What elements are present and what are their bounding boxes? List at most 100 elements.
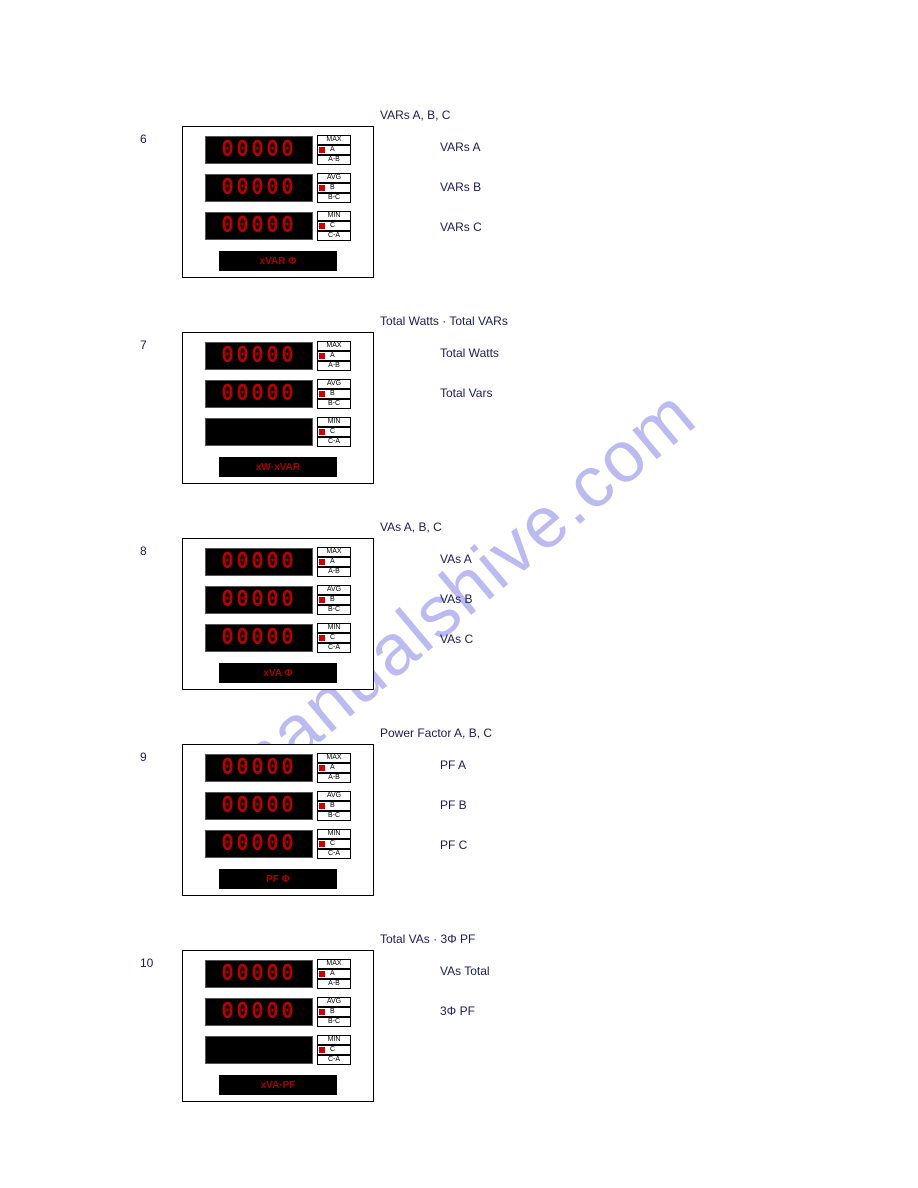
tag-label: AVG [317,173,351,183]
tag-label: AVG [317,997,351,1007]
row-description: VAs Total [440,964,490,978]
tag-label: A-B [317,155,351,165]
row-description: VARs B [440,180,481,194]
meter-panel: 00000MAXAA-B00000AVGBB-C00000MINCC-AxVA … [182,538,374,690]
digit-display: 00000 [205,342,313,370]
digit-display: 00000 [205,830,313,858]
indicator-icon [319,841,325,847]
tag-column: MINCC-A [317,417,351,447]
tag-label: B [317,389,351,399]
tag-label: B-C [317,193,351,203]
tag-label: C-A [317,849,351,859]
row-description: 3Φ PF [440,1004,475,1018]
digit-display [205,1036,313,1064]
section: Power Factor A, B, C9PF APF BPF C00000MA… [140,726,780,932]
indicator-icon [319,1047,325,1053]
unit-label: PF Φ [266,874,290,885]
section: VAs A, B, C8VAs AVAs BVAs C00000MAXAA-B0… [140,520,780,726]
section-index: 7 [140,338,147,352]
tag-label: C [317,839,351,849]
meter-row: 00000AVGBB-C [183,585,373,615]
section-title: Power Factor A, B, C [380,726,492,740]
tag-label: AVG [317,585,351,595]
meter-panel: 00000MAXAA-B00000AVGBB-CMINCC-AxVA·PF [182,950,374,1102]
digit-display: 00000 [205,960,313,988]
digit-value: 00000 [221,754,296,782]
digit-display: 00000 [205,174,313,202]
digit-display: 00000 [205,586,313,614]
unit-bar: xVA Φ [219,663,337,683]
unit-label: xVAR Φ [260,256,297,267]
section: VARs A, B, C6VARs AVARs BVARs C00000MAXA… [140,108,780,314]
digit-value: 00000 [221,136,296,164]
meter-row: 00000 AVGBB-C [183,997,373,1027]
digit-display: 00000 [205,792,313,820]
section: Total Watts · Total VARs7Total WattsTota… [140,314,780,520]
digit-value: 00000 [221,548,296,576]
tag-label: B [317,801,351,811]
tag-label: A [317,145,351,155]
tag-column: MAXAA-B [317,135,351,165]
indicator-icon [319,971,325,977]
digit-value: 00000 [221,342,296,370]
tag-label: C [317,427,351,437]
tag-label: MAX [317,753,351,763]
row-description: VAs B [440,592,472,606]
row-description: VAs C [440,632,473,646]
section: Total VAs · 3Φ PF10VAs Total3Φ PF00000MA… [140,932,780,1138]
tag-label: B-C [317,811,351,821]
digit-value: 00000 [221,960,296,988]
tag-label: A-B [317,773,351,783]
tag-label: MAX [317,547,351,557]
section-index: 8 [140,544,147,558]
meter-row: 00000 MINCC-A [183,211,373,241]
indicator-icon [319,765,325,771]
digit-value: 00000 [221,380,296,408]
digit-display [205,418,313,446]
row-description: VARs A [440,140,480,154]
meter-panel: 00000MAXAA-B00000AVGBB-CMINCC-AxW·xVAR [182,332,374,484]
tag-label: MIN [317,211,351,221]
tag-column: AVGBB-C [317,997,351,1027]
tag-label: MIN [317,623,351,633]
indicator-icon [319,559,325,565]
meter-panel: 00000MAXAA-B00000AVGBB-C00000MINCC-APF Φ [182,744,374,896]
tag-label: AVG [317,379,351,389]
tag-label: C-A [317,437,351,447]
unit-label: xVA·PF [261,1080,296,1091]
meter-row: 00000AVGBB-C [183,173,373,203]
row-description: PF B [440,798,467,812]
tag-column: AVGBB-C [317,173,351,203]
digit-display: 00000 [205,624,313,652]
meter-row: 00000MINCC-A [183,829,373,859]
indicator-icon [319,223,325,229]
tag-column: AVGBB-C [317,585,351,615]
tag-column: MINCC-A [317,211,351,241]
tag-label: MIN [317,417,351,427]
digit-display: 00000 [205,380,313,408]
tag-label: A-B [317,361,351,371]
tag-label: B [317,1007,351,1017]
tag-label: C [317,221,351,231]
tag-label: MAX [317,135,351,145]
tag-label: B-C [317,399,351,409]
indicator-icon [319,1009,325,1015]
tag-label: C [317,633,351,643]
digit-value: 00000 [221,998,296,1026]
meter-row: 00000MAXAA-B [183,959,373,989]
unit-bar: PF Φ [219,869,337,889]
meter-row: 00000 AVGBB-C [183,791,373,821]
meter-row: 00000MAXAA-B [183,341,373,371]
tag-column: MINCC-A [317,623,351,653]
tag-label: AVG [317,791,351,801]
section-title: VARs A, B, C [380,108,450,122]
row-description: Total Vars [440,386,492,400]
tag-label: C-A [317,231,351,241]
indicator-icon [319,597,325,603]
meter-row: 00000MAXAA-B [183,547,373,577]
tag-label: A [317,557,351,567]
digit-value: 00000 [221,212,296,240]
digit-value: 00000 [221,830,296,858]
meter-row: 00000 MINCC-A [183,623,373,653]
digit-value: 00000 [221,624,296,652]
